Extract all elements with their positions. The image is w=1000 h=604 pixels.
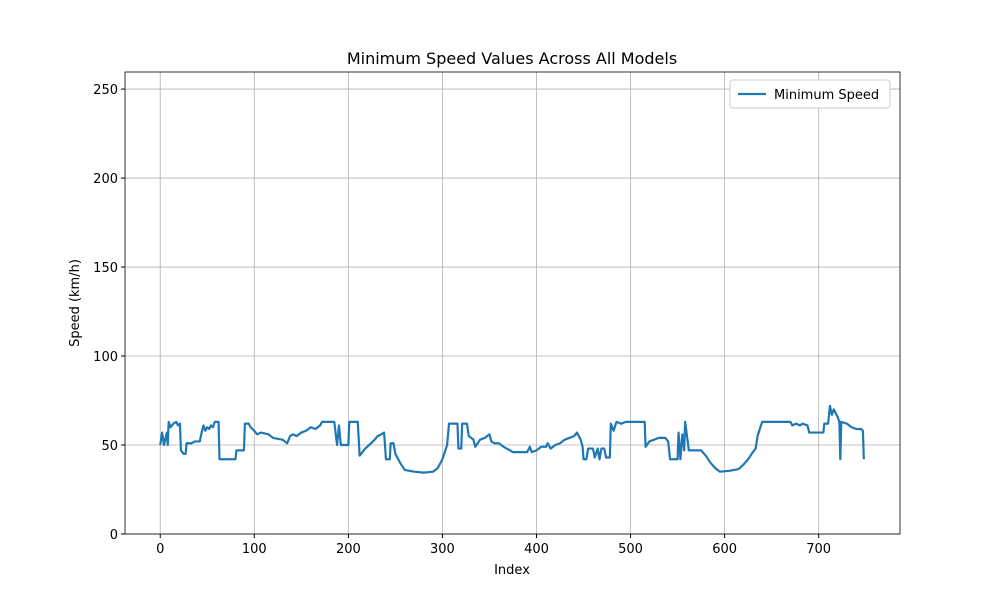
x-tick-label: 300 <box>430 542 455 557</box>
x-axis-label: Index <box>494 563 530 578</box>
legend-box <box>729 79 891 109</box>
y-tick-label: 0 <box>110 528 118 543</box>
y-tick-label: 250 <box>93 83 118 98</box>
y-tick-label: 100 <box>93 350 118 365</box>
data-line <box>159 404 865 474</box>
plot-frame <box>124 71 901 535</box>
legend-label: Minimum Speed <box>774 88 879 103</box>
x-tick-label: 200 <box>336 542 361 557</box>
x-tick-label: 700 <box>806 542 831 557</box>
y-axis-label: Speed (km/h) <box>68 259 83 347</box>
chart-title: Minimum Speed Values Across All Models <box>347 49 677 68</box>
x-tick-label: 0 <box>156 542 164 557</box>
x-tick-label: 400 <box>524 542 549 557</box>
x-tick-label: 100 <box>242 542 267 557</box>
y-tick-label: 50 <box>101 439 118 454</box>
y-tick-label: 200 <box>93 172 118 187</box>
x-tick-label: 500 <box>618 542 643 557</box>
x-tick-label: 600 <box>712 542 737 557</box>
y-tick-label: 150 <box>93 261 118 276</box>
